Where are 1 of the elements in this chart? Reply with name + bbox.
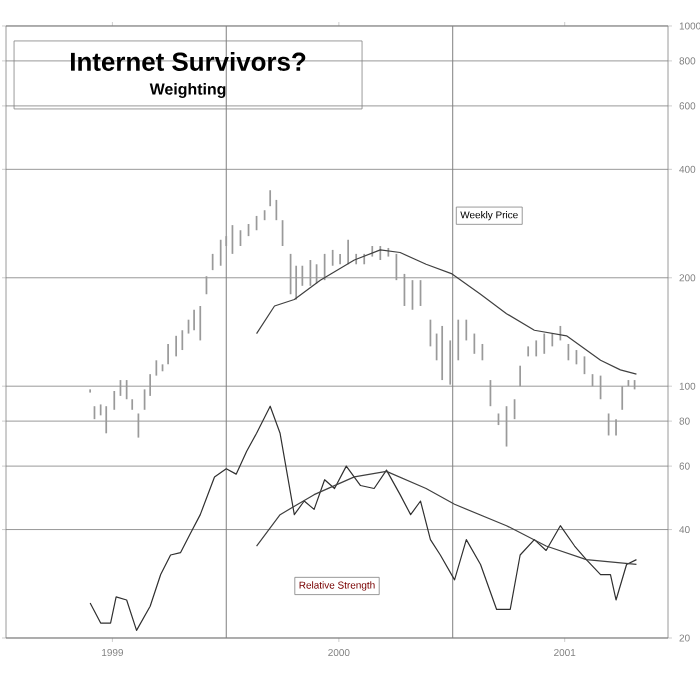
text: Internet Survivors? [71, 51, 306, 71]
